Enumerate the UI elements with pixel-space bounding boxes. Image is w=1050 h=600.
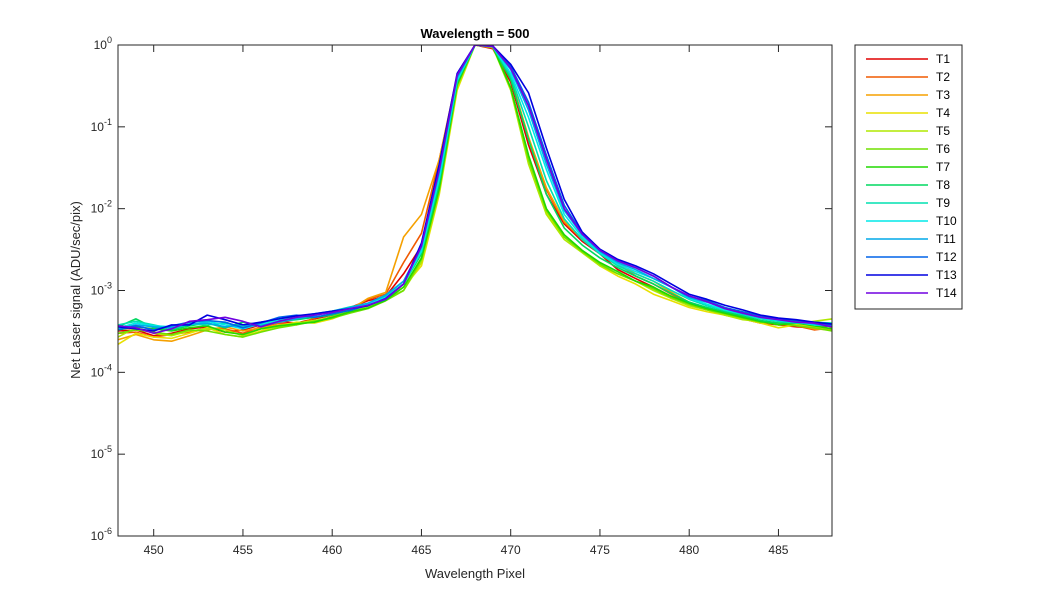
legend-item-t11: T11 — [866, 232, 956, 246]
y-tick-label: 10-2 — [91, 199, 112, 216]
x-tick-label: 475 — [590, 543, 610, 557]
legend-label: T11 — [936, 232, 956, 246]
legend-item-t6: T6 — [866, 142, 950, 156]
x-tick-label: 465 — [411, 543, 431, 557]
series-line-t12 — [118, 45, 832, 331]
y-tick-label: 10-6 — [91, 526, 112, 543]
legend-label: T4 — [936, 106, 950, 120]
legend-label: T14 — [936, 286, 957, 300]
series-line-t13 — [118, 45, 832, 332]
x-tick-label: 485 — [768, 543, 788, 557]
legend-item-t9: T9 — [866, 196, 950, 210]
legend-item-t1: T1 — [866, 52, 950, 66]
y-tick-label: 10-3 — [91, 281, 112, 298]
y-tick-label: 10-5 — [91, 444, 112, 461]
legend-item-t5: T5 — [866, 124, 950, 138]
series-line-t6 — [118, 45, 832, 338]
legend-label: T3 — [936, 88, 950, 102]
legend-label: T1 — [936, 52, 950, 66]
series-line-t8 — [118, 45, 832, 331]
series-line-t7 — [118, 45, 832, 336]
y-tick-label: 10-4 — [91, 362, 112, 379]
legend-label: T7 — [936, 160, 950, 174]
legend-label: T6 — [936, 142, 950, 156]
plot-area — [118, 45, 832, 536]
legend-label: T2 — [936, 70, 950, 84]
y-axis-ticks: 10-6 10-5 10-4 10-3 10-2 10-1 100 — [91, 35, 832, 543]
legend-item-t3: T3 — [866, 88, 950, 102]
legend-item-t13: T13 — [866, 268, 957, 282]
series-lines — [118, 45, 832, 345]
chart-title: Wavelength = 500 — [421, 26, 530, 41]
series-line-t14 — [118, 45, 832, 335]
legend-label: T5 — [936, 124, 950, 138]
y-tick-label: 10-1 — [91, 117, 112, 134]
y-tick-label: 100 — [94, 35, 112, 52]
series-line-t10 — [118, 45, 832, 330]
legend-label: T8 — [936, 178, 950, 192]
legend-label: T13 — [936, 268, 957, 282]
x-tick-label: 480 — [679, 543, 699, 557]
legend-label: T12 — [936, 250, 957, 264]
legend-item-t14: T14 — [866, 286, 957, 300]
x-tick-label: 470 — [501, 543, 521, 557]
legend-box — [854, 44, 963, 310]
plot-frame — [117, 44, 833, 537]
legend-item-t10: T10 — [866, 214, 957, 228]
legend-label: T9 — [936, 196, 950, 210]
legend-item-t8: T8 — [866, 178, 950, 192]
legend-label: T10 — [936, 214, 957, 228]
legend-item-t7: T7 — [866, 160, 950, 174]
legend-item-t2: T2 — [866, 70, 950, 84]
y-axis-label: Net Laser signal (ADU/sec/pix) — [68, 201, 83, 379]
x-axis-label: Wavelength Pixel — [425, 566, 525, 581]
x-axis-ticks: 450 455 460 465 470 475 480 485 — [144, 45, 789, 557]
legend: T1 T2 T3 T4 T5 T6 T7 T8 T9 T10 T11 T12 T13 T14 — [854, 44, 963, 310]
legend-item-t4: T4 — [866, 106, 950, 120]
x-tick-label: 450 — [144, 543, 164, 557]
x-tick-label: 460 — [322, 543, 342, 557]
legend-item-t12: T12 — [866, 250, 957, 264]
x-tick-label: 455 — [233, 543, 253, 557]
